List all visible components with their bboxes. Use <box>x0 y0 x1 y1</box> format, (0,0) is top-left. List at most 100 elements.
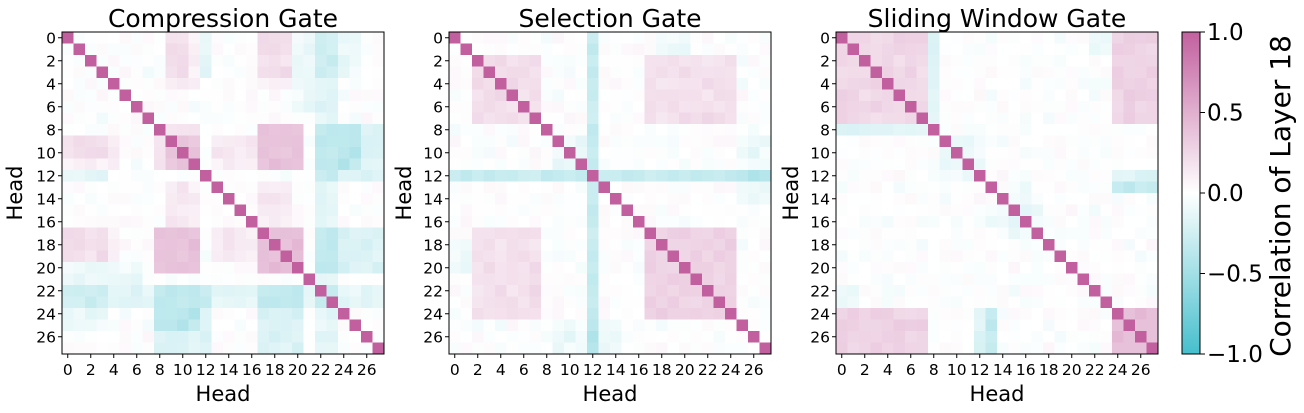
heatmap-cell <box>1100 262 1113 274</box>
heatmap-cell <box>564 204 576 217</box>
heatmap-cell <box>713 89 726 102</box>
heatmap-cell <box>165 55 178 67</box>
heatmap-cell <box>506 262 519 274</box>
heatmap-cell <box>905 147 917 159</box>
heatmap-cell <box>882 239 894 251</box>
heatmap-cell <box>85 147 97 159</box>
heatmap-cell <box>292 66 304 79</box>
heatmap-cell <box>587 250 599 263</box>
y-tick-label: 16 <box>423 213 443 231</box>
x-tick-label: 0 <box>63 361 73 379</box>
heatmap-cell <box>1123 204 1136 217</box>
heatmap-cell <box>951 273 963 286</box>
y-tick-label: 4 <box>433 75 443 93</box>
heatmap-cell <box>246 273 258 286</box>
heatmap-cell <box>644 89 657 102</box>
heatmap-cell <box>679 181 691 194</box>
heatmap-cell <box>292 55 304 67</box>
heatmap-cell <box>610 273 622 286</box>
heatmap-cell <box>575 273 588 286</box>
heatmap-cell <box>73 319 86 332</box>
heatmap-cell <box>1077 170 1090 182</box>
heatmap-cell <box>292 250 304 263</box>
heatmap-cell <box>725 101 737 113</box>
heatmap-cell <box>759 296 772 309</box>
heatmap-cell <box>713 273 726 286</box>
heatmap-cell <box>303 170 316 182</box>
heatmap-cell <box>1043 101 1055 113</box>
heatmap-cell <box>372 112 385 125</box>
heatmap-cell <box>870 43 883 56</box>
heatmap-cell <box>1112 170 1124 182</box>
heatmap-cell <box>974 170 986 182</box>
heatmap-cell <box>460 101 473 113</box>
heatmap-cell <box>62 308 74 320</box>
heatmap-cell <box>460 193 473 205</box>
heatmap-cell <box>836 204 848 217</box>
heatmap-cell <box>836 170 848 182</box>
heatmap-cell <box>997 66 1009 79</box>
heatmap-cell <box>460 285 473 297</box>
heatmap-cell <box>1054 273 1067 286</box>
heatmap-cell <box>165 147 178 159</box>
heatmap-cell <box>292 43 304 56</box>
y-tick-label: 4 <box>46 75 56 93</box>
heatmap-cell <box>119 78 132 90</box>
y-tick-label: 6 <box>433 98 443 116</box>
heatmap-cell <box>939 43 952 56</box>
heatmap-cell <box>211 204 224 217</box>
heatmap-cell <box>928 193 940 205</box>
heatmap-cell <box>1054 319 1067 332</box>
heatmap-cell <box>575 89 588 102</box>
heatmap-cell <box>997 308 1009 320</box>
heatmap-cell <box>165 285 178 297</box>
heatmap-cell <box>598 170 611 182</box>
heatmap-cell <box>303 89 316 102</box>
heatmap-cell <box>713 158 726 171</box>
heatmap-cell <box>372 32 385 44</box>
heatmap-cell <box>165 342 178 355</box>
y-tick-label: 20 <box>810 259 830 277</box>
heatmap-cell <box>449 342 461 355</box>
heatmap-cell <box>73 342 86 355</box>
heatmap-cell <box>315 124 327 136</box>
heatmap-cell <box>656 43 668 56</box>
heatmap-cell <box>870 319 883 332</box>
heatmap-cell <box>1089 78 1101 90</box>
heatmap-cell <box>1020 262 1032 274</box>
heatmap-cell <box>483 158 496 171</box>
heatmap-cell <box>1146 78 1159 90</box>
heatmap-cell <box>529 170 542 182</box>
heatmap-cell <box>177 285 189 297</box>
heatmap-cell <box>85 112 97 125</box>
heatmap-cell <box>234 147 247 159</box>
heatmap-cell <box>656 89 668 102</box>
heatmap-cell <box>644 319 657 332</box>
heatmap-cell <box>188 227 201 240</box>
heatmap-cell <box>177 147 189 159</box>
heatmap-cell <box>644 227 657 240</box>
heatmap-cell <box>529 112 542 125</box>
heatmap-cell <box>1066 216 1078 228</box>
heatmap-cell <box>633 204 645 217</box>
heatmap-cell <box>759 308 772 320</box>
heatmap-cell <box>506 55 519 67</box>
heatmap-cell <box>759 262 772 274</box>
heatmap-cell <box>338 181 350 194</box>
heatmap-cell <box>131 43 143 56</box>
heatmap-cell <box>246 32 258 44</box>
heatmap-cell <box>200 285 212 297</box>
heatmap-cell <box>598 296 611 309</box>
heatmap-cell <box>119 342 132 355</box>
heatmap-cell <box>552 135 565 148</box>
heatmap-cell <box>985 342 998 355</box>
heatmap-cell <box>108 55 120 67</box>
heatmap-cell <box>73 181 86 194</box>
heatmap-cell <box>1031 250 1044 263</box>
heatmap-cell <box>529 78 542 90</box>
heatmap-cell <box>882 124 894 136</box>
heatmap-cell <box>859 78 871 90</box>
heatmap-cell <box>713 101 726 113</box>
heatmap-cell <box>836 66 848 79</box>
heatmap-cell <box>269 170 281 182</box>
